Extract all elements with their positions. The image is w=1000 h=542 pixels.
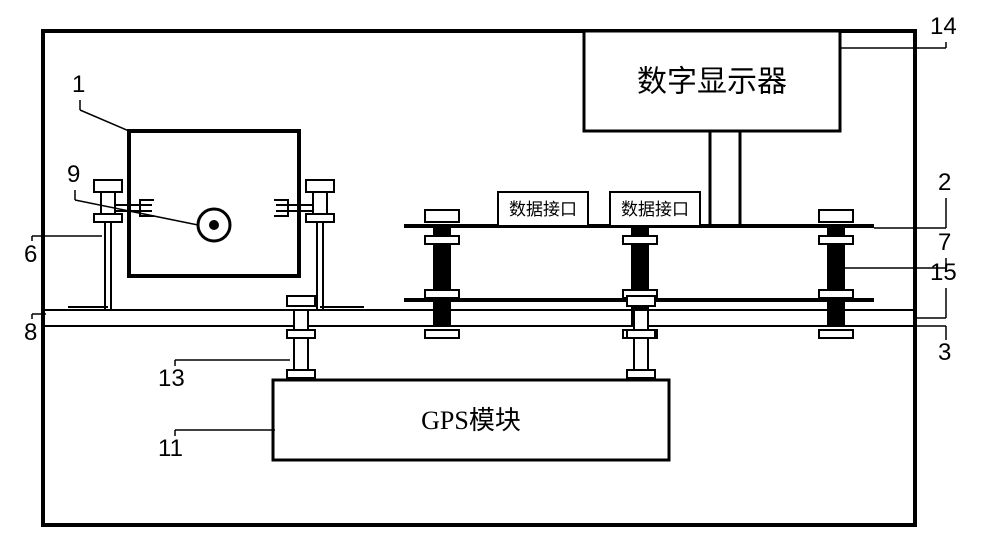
svg-text:8: 8	[24, 319, 37, 346]
technical-diagram: 数据接口 数据接口 数字显示器 GPS模块 196827153141311	[0, 0, 1000, 542]
camera-box	[129, 131, 299, 276]
bolt-lbracket-right	[306, 180, 334, 222]
data-port-left-label: 数据接口	[509, 200, 577, 219]
pillar-left	[425, 210, 459, 338]
gps-label: GPS模块	[421, 406, 521, 435]
svg-text:15: 15	[930, 259, 957, 286]
svg-text:3: 3	[938, 339, 951, 366]
camera-lens-inner	[209, 220, 219, 230]
pillar-right	[819, 210, 853, 338]
bolt-lbracket-left	[94, 180, 122, 222]
digital-display-label: 数字显示器	[637, 66, 787, 99]
data-port-right-label: 数据接口	[621, 200, 689, 219]
svg-text:13: 13	[158, 365, 185, 392]
camera-slot-right	[274, 200, 288, 216]
svg-text:9: 9	[67, 161, 80, 188]
svg-text:2: 2	[938, 169, 951, 196]
svg-text:6: 6	[24, 241, 37, 268]
svg-text:1: 1	[72, 71, 85, 98]
svg-text:14: 14	[930, 13, 957, 40]
svg-text:7: 7	[938, 229, 951, 256]
svg-text:11: 11	[158, 435, 183, 462]
gps-bolt-left	[287, 296, 315, 380]
